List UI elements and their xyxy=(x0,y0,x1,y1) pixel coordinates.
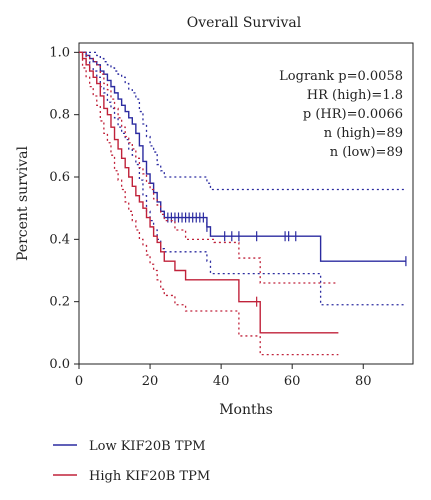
y-axis: 0.0 0.2 0.4 0.6 0.8 1.0 xyxy=(49,45,79,372)
x-tick-label: 20 xyxy=(142,374,159,389)
y-tick-label: 0.6 xyxy=(49,170,70,185)
series-high-ci-upper xyxy=(79,51,339,284)
y-tick-label: 1.0 xyxy=(49,45,70,60)
x-tick-label: 80 xyxy=(355,374,372,389)
legend-label-low: Low KIF20B TPM xyxy=(89,439,206,454)
legend-label-high: High KIF20B TPM xyxy=(89,469,210,484)
stat-logrank: Logrank p=0.0058 xyxy=(279,69,403,84)
series-low xyxy=(79,51,407,306)
stat-hr: HR (high)=1.8 xyxy=(307,88,403,103)
series-high-ci-lower xyxy=(79,51,339,356)
stat-n-low: n (low)=89 xyxy=(330,145,403,160)
y-tick-label: 0.0 xyxy=(49,357,70,372)
x-tick-label: 0 xyxy=(75,374,83,389)
y-tick-label: 0.2 xyxy=(49,295,70,310)
y-tick-label: 0.8 xyxy=(49,108,70,123)
series-low-ci-upper xyxy=(79,51,406,191)
series-low-survival-line xyxy=(79,51,406,262)
series-layer xyxy=(79,51,407,356)
series-high-survival-line xyxy=(79,51,339,334)
y-axis-label: Percent survival xyxy=(15,145,31,261)
legend: Low KIF20B TPM High KIF20B TPM xyxy=(53,439,210,484)
chart-title: Overall Survival xyxy=(187,15,302,31)
statistics-box: Logrank p=0.0058 HR (high)=1.8 p (HR)=0.… xyxy=(279,69,403,160)
series-high xyxy=(79,51,339,356)
x-tick-label: 60 xyxy=(284,374,301,389)
stat-p-hr: p (HR)=0.0066 xyxy=(303,107,403,122)
stat-n-high: n (high)=89 xyxy=(324,126,403,141)
plot-frame xyxy=(78,42,414,365)
x-axis: 0 20 40 60 80 xyxy=(75,364,372,389)
x-tick-label: 40 xyxy=(213,374,230,389)
y-tick-label: 0.4 xyxy=(49,232,70,247)
x-axis-label: Months xyxy=(219,402,273,418)
